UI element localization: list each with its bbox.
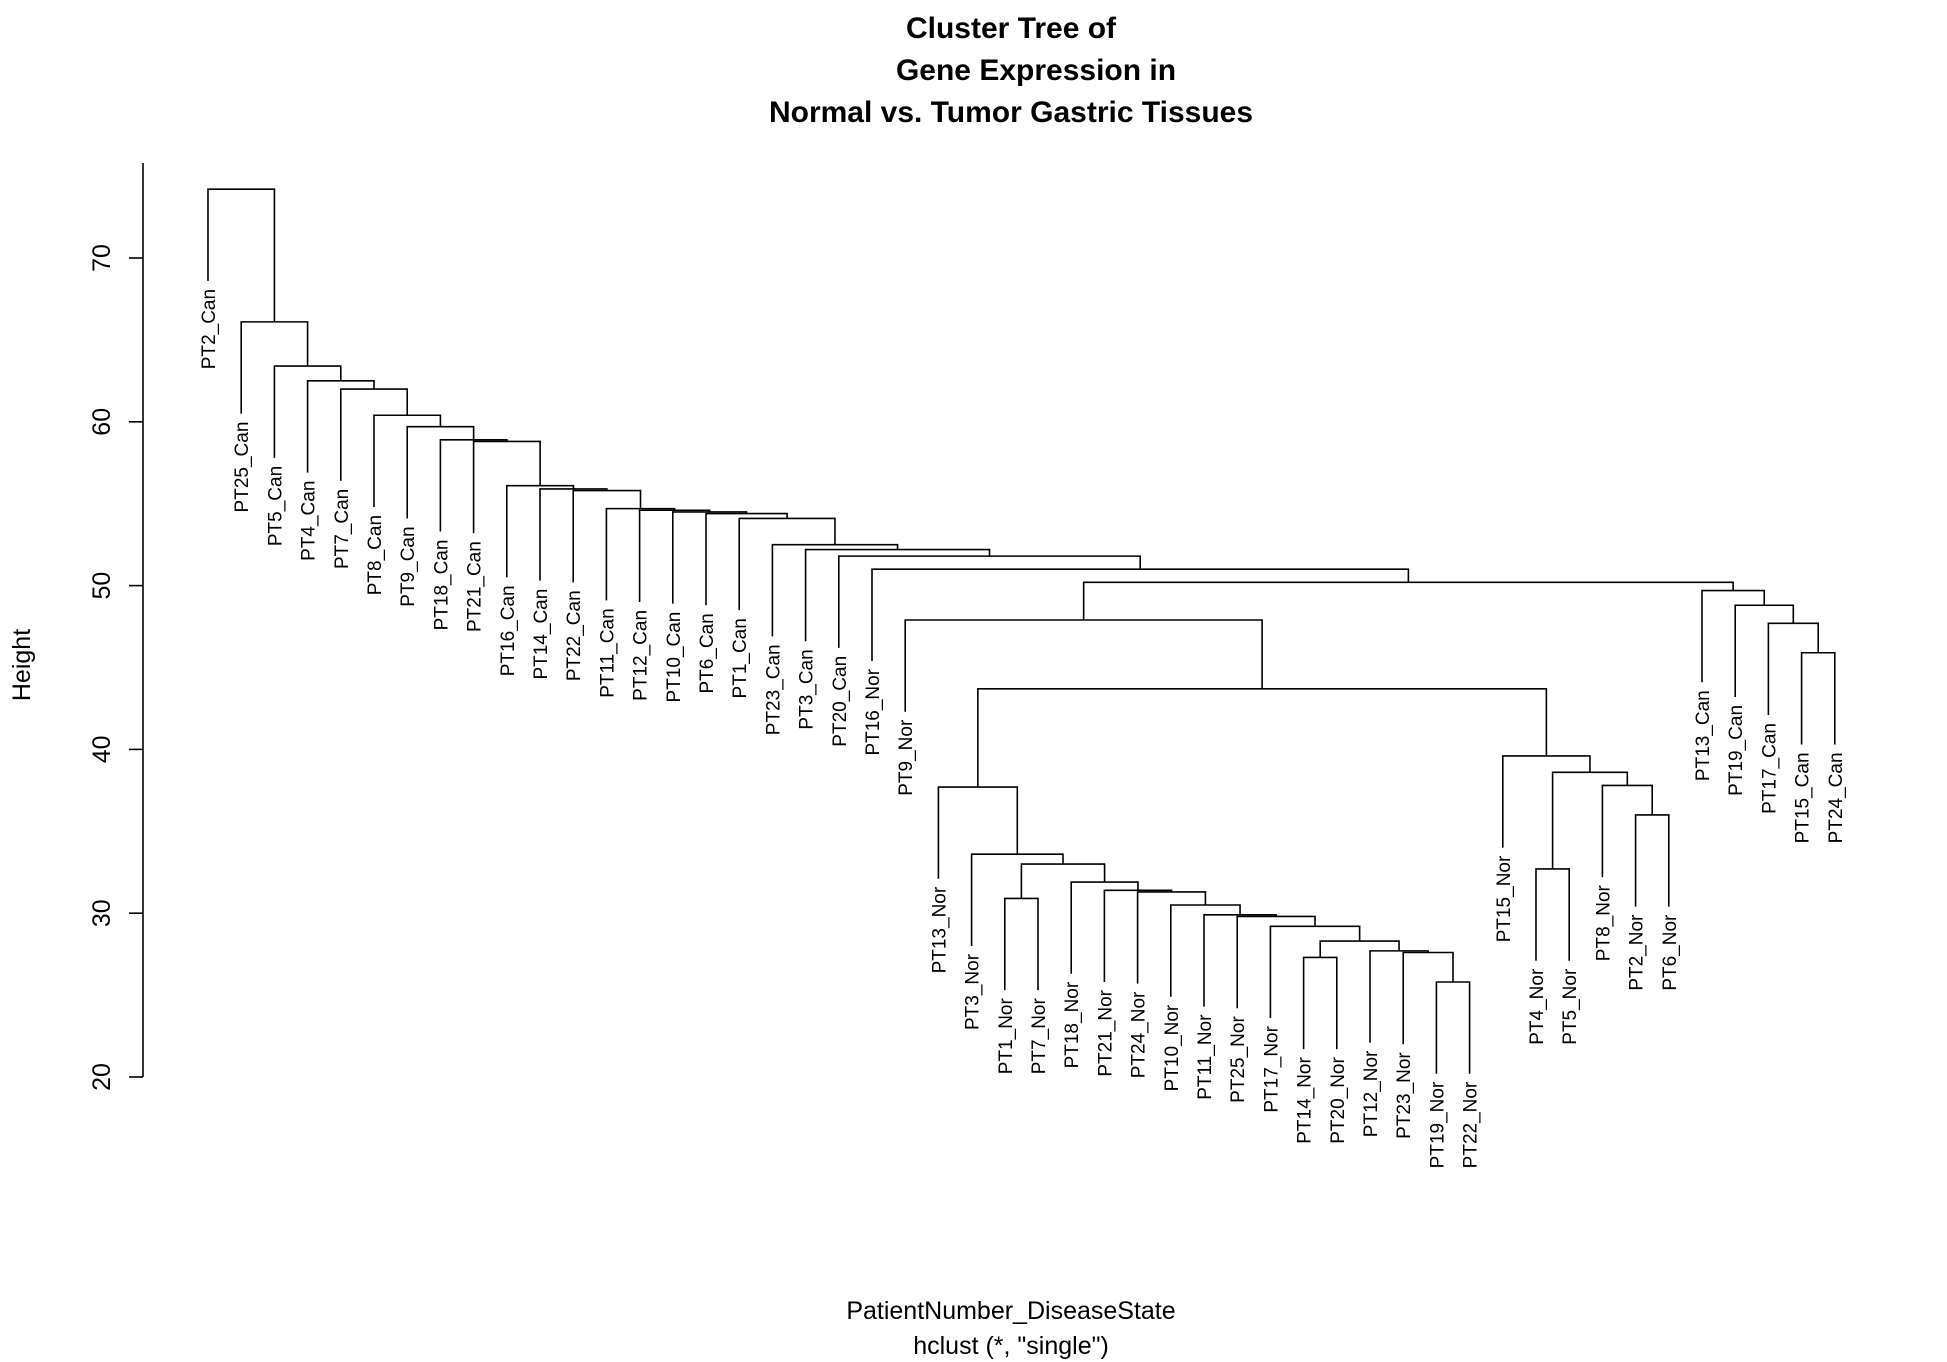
dendrogram-tree <box>207 188 1836 1074</box>
merge-link <box>1535 868 1570 961</box>
x-axis-label: PatientNumber_DiseaseState <box>846 1297 1175 1325</box>
merge-link <box>1319 940 1400 958</box>
title-line-3: Normal vs. Tumor Gastric Tissues <box>769 96 1253 129</box>
chart-title: Cluster Tree of Gene Expression in Norma… <box>769 12 1253 129</box>
merge-link <box>804 548 991 642</box>
leaf-label: PT20_Can <box>830 656 851 747</box>
leaf-label: PT16_Nor <box>863 668 884 755</box>
merge-link <box>1435 981 1471 1074</box>
leaf-label: PT13_Can <box>1693 690 1714 781</box>
leaf-label: PT4_Can <box>299 481 320 561</box>
leaf-label: PT21_Can <box>465 541 486 632</box>
merge-link <box>1800 651 1836 745</box>
merge-link <box>1502 755 1591 848</box>
leaf-label: PT3_Nor <box>963 953 984 1030</box>
y-tick-label: 20 <box>88 1063 116 1091</box>
merge-link <box>605 507 676 601</box>
leaf-label: PT7_Nor <box>1029 998 1050 1075</box>
merge-link <box>1767 622 1819 716</box>
leaf-label: PT22_Nor <box>1461 1081 1482 1168</box>
leaf-label: PT10_Nor <box>1162 1004 1183 1091</box>
merge-link <box>1004 897 1039 991</box>
y-axis: 20 30 40 50 60 70 <box>88 162 144 1091</box>
leaf-label: PT3_Can <box>797 649 818 729</box>
title-line-1: Cluster Tree of <box>906 12 1117 45</box>
leaf-label: PT25_Nor <box>1228 1016 1249 1103</box>
y-tick-label: 60 <box>88 408 116 436</box>
leaf-label: PT21_Nor <box>1095 989 1116 1076</box>
merge-link <box>937 786 1019 879</box>
leaf-label: PT23_Can <box>763 644 784 735</box>
merge-link <box>970 853 1064 946</box>
leaf-label: PT6_Can <box>697 613 718 693</box>
leaf-label: PT14_Can <box>531 589 552 680</box>
merge-link <box>1734 604 1795 697</box>
leaf-label: PT15_Nor <box>1494 855 1515 942</box>
leaf-label: PT20_Nor <box>1328 1056 1349 1143</box>
leaf-label: PT6_Nor <box>1660 914 1681 991</box>
merge-link <box>1701 589 1766 683</box>
leaf-label: PT17_Nor <box>1261 1025 1282 1112</box>
leaf-label: PT4_Nor <box>1527 968 1548 1045</box>
leaf-label: PT15_Can <box>1793 752 1814 843</box>
title-line-2: Gene Expression in <box>896 54 1176 87</box>
chart-subtitle: hclust (*, "single") <box>913 1332 1109 1360</box>
leaf-label: PT23_Nor <box>1394 1052 1415 1139</box>
leaf-label: PT18_Nor <box>1062 981 1083 1068</box>
leaf-label: PT7_Can <box>332 489 353 569</box>
merge-link <box>1203 914 1277 1007</box>
leaf-label: PT10_Can <box>664 612 685 703</box>
y-tick-label: 30 <box>88 899 116 927</box>
merge-link <box>1601 784 1653 878</box>
merge-link <box>638 509 711 602</box>
merge-link <box>207 188 276 322</box>
leaf-label: PT14_Nor <box>1295 1056 1316 1143</box>
leaf-label: PT19_Can <box>1726 705 1747 796</box>
leaf-label: PT16_Can <box>498 585 519 676</box>
merge-link <box>1634 814 1670 907</box>
merge-link <box>1170 904 1241 997</box>
y-tick-label: 70 <box>88 244 116 272</box>
leaf-label: PT2_Can <box>199 289 220 369</box>
merge-link <box>1402 951 1454 1045</box>
y-tick-label: 40 <box>88 735 116 763</box>
merge-link <box>904 619 1263 712</box>
leaf-labels: PT2_Can PT25_Can PT5_Can PT4_Can PT7_Can PT8_… <box>199 289 1847 1168</box>
merge-link <box>771 543 899 637</box>
merge-link <box>672 511 748 604</box>
merge-link <box>738 517 836 611</box>
leaf-label: PT24_Can <box>1826 752 1847 843</box>
merge-link <box>1369 950 1429 1043</box>
leaf-label: PT12_Can <box>631 610 652 701</box>
merge-link <box>705 512 788 606</box>
leaf-label: PT19_Nor <box>1427 1081 1448 1168</box>
merge-link <box>1020 863 1106 899</box>
leaf-label: PT5_Can <box>265 466 286 546</box>
merge-link <box>1269 925 1361 1019</box>
merge-link <box>977 687 1548 788</box>
leaf-label: PT5_Nor <box>1560 968 1581 1045</box>
leaf-label: PT24_Nor <box>1129 991 1150 1078</box>
leaf-label: PT2_Nor <box>1627 914 1648 991</box>
merge-link <box>1082 581 1734 620</box>
leaf-label: PT12_Nor <box>1361 1050 1382 1137</box>
leaf-label: PT8_Nor <box>1593 884 1614 961</box>
leaf-label: PT1_Nor <box>996 998 1017 1075</box>
leaf-label: PT17_Can <box>1759 723 1780 814</box>
y-tick-label: 50 <box>88 572 116 600</box>
leaf-label: PT13_Nor <box>929 886 950 973</box>
leaf-label: PT9_Can <box>398 526 419 606</box>
leaf-label: PT1_Can <box>730 618 751 698</box>
merge-link <box>1302 956 1338 1050</box>
leaf-label: PT22_Can <box>564 590 585 681</box>
leaf-label: PT11_Nor <box>1195 1014 1216 1100</box>
leaf-label: PT18_Can <box>431 540 452 631</box>
y-axis-label: Height <box>8 629 36 701</box>
leaf-label: PT11_Can <box>597 608 618 697</box>
leaf-label: PT9_Nor <box>896 719 917 796</box>
leaf-label: PT8_Can <box>365 515 386 595</box>
merge-link <box>1551 771 1629 869</box>
leaf-label: PT25_Can <box>232 422 253 513</box>
